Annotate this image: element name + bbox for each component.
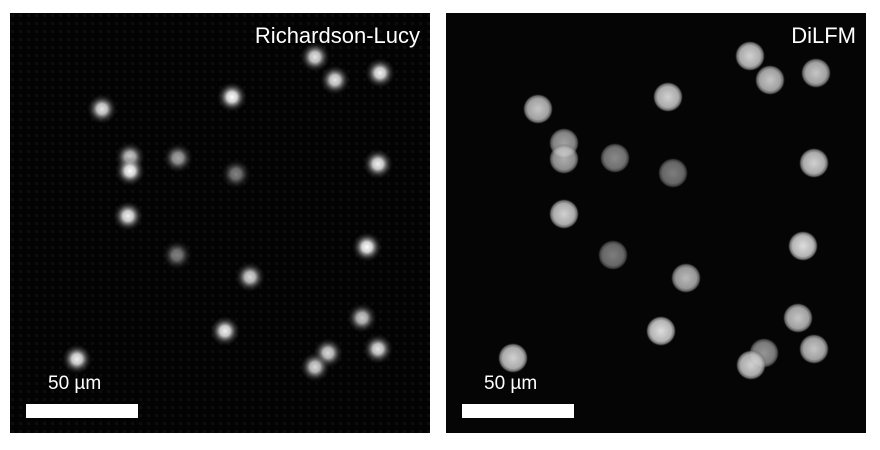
richardson-lucy-image [10, 13, 430, 433]
bead [799, 334, 829, 364]
panel-title: Richardson-Lucy [254, 23, 420, 48]
scale-bar [462, 404, 574, 418]
bead [320, 65, 350, 95]
bead [87, 94, 117, 124]
scale-bar [26, 404, 138, 418]
bead [755, 65, 785, 95]
bead [801, 58, 831, 88]
bead [653, 82, 683, 112]
bead [365, 58, 395, 88]
bead [549, 144, 579, 174]
bead [300, 42, 330, 72]
bead [221, 159, 251, 189]
scale-bar-label: 50 µm [484, 373, 538, 394]
bead [788, 231, 818, 261]
bead [162, 240, 192, 270]
bead [549, 199, 579, 229]
bead [498, 343, 528, 373]
bead [62, 344, 92, 374]
bead [671, 263, 701, 293]
bead [210, 316, 240, 346]
scale-bar-label: 50 µm [48, 373, 102, 394]
bead [799, 148, 829, 178]
richardson-lucy-panel: Richardson-Lucy 50 µm [10, 13, 430, 433]
panel-title: DiLFM [791, 23, 856, 48]
bead [598, 240, 628, 270]
dilfm-image [446, 13, 866, 433]
bead [736, 350, 766, 380]
bead [658, 158, 688, 188]
bead [217, 82, 247, 112]
bead [347, 303, 377, 333]
bead [363, 149, 393, 179]
bead [523, 94, 553, 124]
bead [735, 41, 765, 71]
bead [235, 262, 265, 292]
bead [163, 143, 193, 173]
bead [352, 232, 382, 262]
bead [646, 316, 676, 346]
bead [300, 352, 330, 382]
bead [783, 303, 813, 333]
bead [115, 156, 145, 186]
dilfm-panel: DiLFM 50 µm [446, 13, 866, 433]
bead [600, 143, 630, 173]
bead [113, 201, 143, 231]
bead [363, 334, 393, 364]
